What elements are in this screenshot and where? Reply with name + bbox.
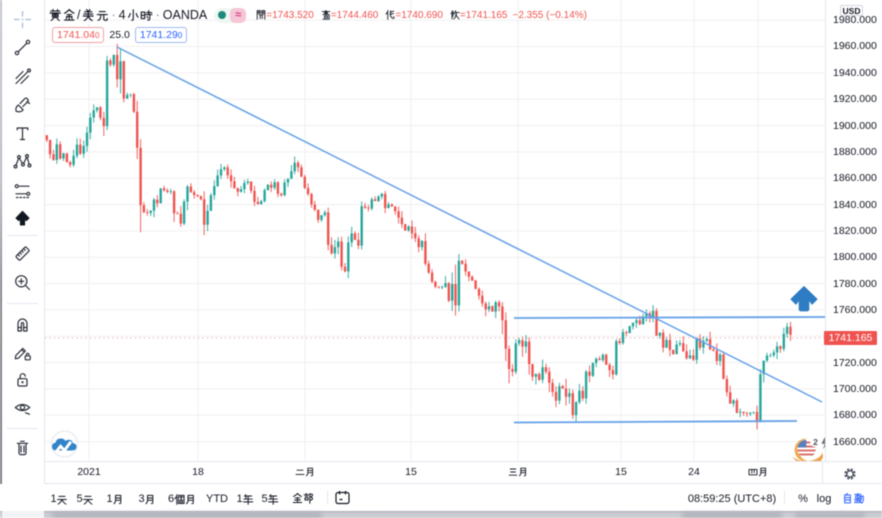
svg-text:2: 2: [813, 437, 818, 447]
